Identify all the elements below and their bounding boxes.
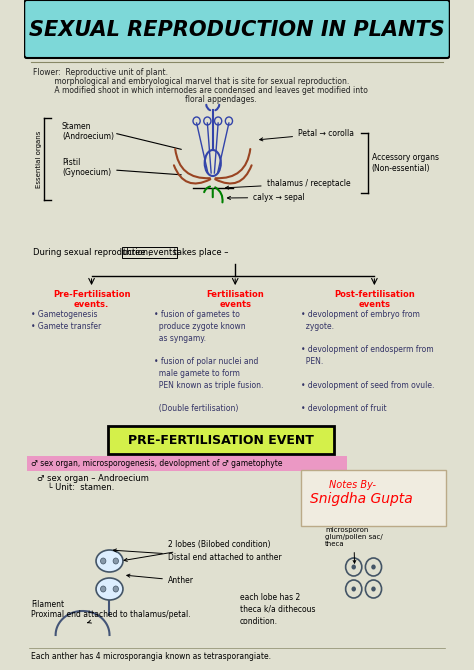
Text: Pistil
(Gynoecium): Pistil (Gynoecium) [62,158,111,178]
Text: Petal → corolla: Petal → corolla [260,129,354,141]
Text: thalamus / receptacle: thalamus / receptacle [226,179,350,189]
Text: Anther: Anther [127,574,194,585]
Circle shape [113,558,118,564]
FancyBboxPatch shape [108,426,334,454]
Circle shape [113,586,118,592]
Circle shape [371,565,376,570]
Text: three events: three events [123,248,177,257]
Text: floral appendages.: floral appendages. [33,95,257,104]
Text: Notes By-: Notes By- [329,480,376,490]
Text: Proximal end attached to thalamus/petal.: Proximal end attached to thalamus/petal. [31,610,191,623]
Text: Distal end attached to anther: Distal end attached to anther [113,549,282,562]
Circle shape [100,558,106,564]
Circle shape [371,586,376,592]
Text: Filament: Filament [31,600,64,609]
Text: ♂ sex organ – Androecium: ♂ sex organ – Androecium [37,474,149,483]
Text: Stamen
(Androecium): Stamen (Androecium) [62,122,114,141]
Text: └ Unit:  stamen.: └ Unit: stamen. [37,483,114,492]
Text: Flower:  Reproductive unit of plant.: Flower: Reproductive unit of plant. [33,68,168,77]
Text: each lobe has 2
theca k/a dithecous
condition.: each lobe has 2 theca k/a dithecous cond… [240,593,315,626]
Text: Accessory organs
(Non-essential): Accessory organs (Non-essential) [372,153,438,173]
Text: Each anther has 4 microsporangia known as tetrasporangiate.: Each anther has 4 microsporangia known a… [31,652,272,661]
Text: Post-fertilisation
events: Post-fertilisation events [334,290,415,310]
Ellipse shape [96,578,123,600]
Text: PRE-FERTILISATION EVENT: PRE-FERTILISATION EVENT [128,433,314,446]
Text: • devolopment of embryo from
  zygote.

• devolopment of endosperm from
  PEN.

: • devolopment of embryo from zygote. • d… [301,310,434,413]
Text: During sexual reproduction,: During sexual reproduction, [33,248,154,257]
Text: microsporon
glum/pollen sac/
theca: microsporon glum/pollen sac/ theca [325,527,383,563]
Text: morphological and embryological marvel that is site for sexual reproduction.: morphological and embryological marvel t… [33,77,349,86]
Circle shape [352,565,356,570]
FancyBboxPatch shape [24,0,450,58]
Text: Snigdha Gupta: Snigdha Gupta [310,492,412,506]
Text: • fusion of gametes to
  produce zygote known
  as syngamy.

• fusion of polar n: • fusion of gametes to produce zygote kn… [155,310,264,413]
Text: Pre-Fertilisation
events.: Pre-Fertilisation events. [53,290,130,310]
Ellipse shape [96,550,123,572]
Text: SEXUAL REPRODUCTION IN PLANTS: SEXUAL REPRODUCTION IN PLANTS [29,20,445,40]
Circle shape [100,586,106,592]
Text: • Gametogenesis
• Gamete transfer: • Gametogenesis • Gamete transfer [31,310,101,331]
Text: 2 lobes (Bilobed condition): 2 lobes (Bilobed condition) [124,540,270,561]
Text: Essential organs: Essential organs [36,130,43,188]
Text: calyx → sepal: calyx → sepal [228,193,305,202]
Text: A modified shoot in which internodes are condensed and leaves get modified into: A modified shoot in which internodes are… [33,86,368,95]
Circle shape [352,586,356,592]
Text: ♂ sex organ, microsporogenesis, devolopment of ♂ gametophyte: ♂ sex organ, microsporogenesis, devolopm… [31,459,283,468]
Text: Fertilisation
events: Fertilisation events [206,290,264,310]
FancyBboxPatch shape [27,456,347,471]
Text: takes place –: takes place – [172,248,229,257]
FancyBboxPatch shape [301,470,446,526]
